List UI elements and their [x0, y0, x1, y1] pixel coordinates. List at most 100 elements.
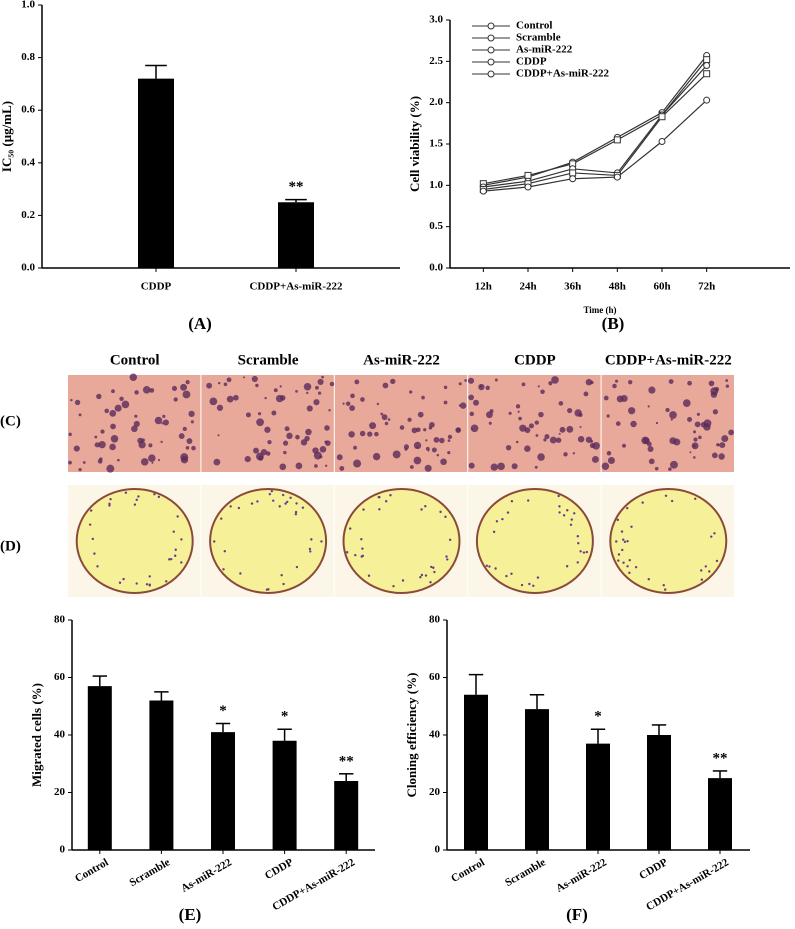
colony [133, 503, 137, 506]
cell [134, 390, 139, 395]
cell [416, 446, 419, 449]
cell [433, 436, 440, 443]
colony [137, 495, 140, 498]
colony [664, 588, 667, 591]
cell [329, 381, 335, 387]
colony [389, 494, 392, 497]
colony [229, 505, 232, 508]
cell [257, 412, 262, 416]
cell [585, 378, 593, 386]
x-tick-label: Control [73, 856, 111, 885]
colony [510, 572, 513, 575]
colony [662, 583, 665, 587]
cell [470, 424, 479, 433]
cell [439, 437, 445, 444]
marker [658, 138, 666, 146]
cell [317, 378, 324, 385]
legend-marker [487, 46, 495, 54]
y-axis-label: Cloning efficiency (%) [404, 673, 419, 798]
colony [501, 517, 504, 521]
cell [534, 420, 539, 425]
cell [718, 453, 725, 460]
cell [348, 431, 355, 438]
colony [237, 506, 241, 510]
cell [668, 379, 674, 384]
colony [558, 505, 561, 508]
panel-label: (B) [602, 314, 625, 333]
colony [268, 492, 272, 496]
x-tick-label: 60h [653, 281, 670, 293]
colony [492, 530, 496, 534]
colony [670, 499, 674, 503]
cell [515, 440, 519, 444]
colony [310, 538, 313, 541]
colony [446, 558, 449, 561]
bar [149, 700, 174, 850]
colony [626, 506, 629, 510]
colony [557, 494, 560, 498]
row-label: (D) [0, 538, 21, 554]
cell [537, 453, 545, 461]
colony [265, 588, 269, 591]
marker [524, 171, 532, 179]
colony [569, 523, 573, 527]
cell [154, 416, 163, 425]
colony [282, 582, 285, 586]
colony [361, 554, 365, 558]
cell [392, 450, 401, 459]
plate [609, 488, 728, 594]
colony [172, 530, 175, 533]
cell [96, 393, 102, 400]
cell [655, 421, 659, 425]
cell [472, 399, 479, 406]
cell [399, 425, 405, 430]
cell [264, 426, 271, 433]
cell [566, 425, 574, 433]
cell [119, 396, 124, 402]
cell [443, 400, 448, 405]
bar [464, 694, 488, 850]
colony [495, 520, 499, 523]
colony [309, 550, 312, 553]
bar [138, 78, 174, 268]
cell [630, 420, 637, 428]
plate [342, 488, 461, 594]
cell [111, 389, 115, 394]
cell [417, 411, 424, 418]
y-tick-label: 0 [435, 844, 441, 856]
cell [325, 440, 331, 446]
legend-label: CDDP [516, 56, 547, 68]
cell [423, 428, 427, 432]
cell [429, 422, 435, 428]
colony [96, 565, 99, 568]
cell [372, 452, 381, 461]
cell [447, 439, 451, 443]
x-tick-label: Control [449, 856, 487, 885]
cell [251, 375, 258, 383]
legend-marker [487, 70, 495, 78]
cell [694, 421, 701, 428]
colony [576, 561, 579, 564]
cell [416, 427, 421, 433]
cell [508, 411, 512, 415]
cell [209, 397, 218, 406]
y-tick-label: 3.0 [429, 14, 443, 26]
cell [244, 455, 251, 463]
cell [258, 455, 264, 461]
cell [185, 445, 190, 450]
colony [362, 508, 365, 511]
cell [359, 430, 366, 437]
colony [284, 502, 287, 505]
cell [728, 429, 735, 436]
cell [273, 388, 278, 393]
colony [180, 538, 183, 541]
cell [109, 443, 116, 451]
colony [536, 576, 540, 579]
cell [447, 451, 451, 455]
cell [217, 381, 221, 385]
cell [537, 385, 540, 388]
colony [622, 538, 625, 541]
colony [272, 499, 275, 502]
cell [374, 431, 379, 437]
line [483, 59, 708, 185]
